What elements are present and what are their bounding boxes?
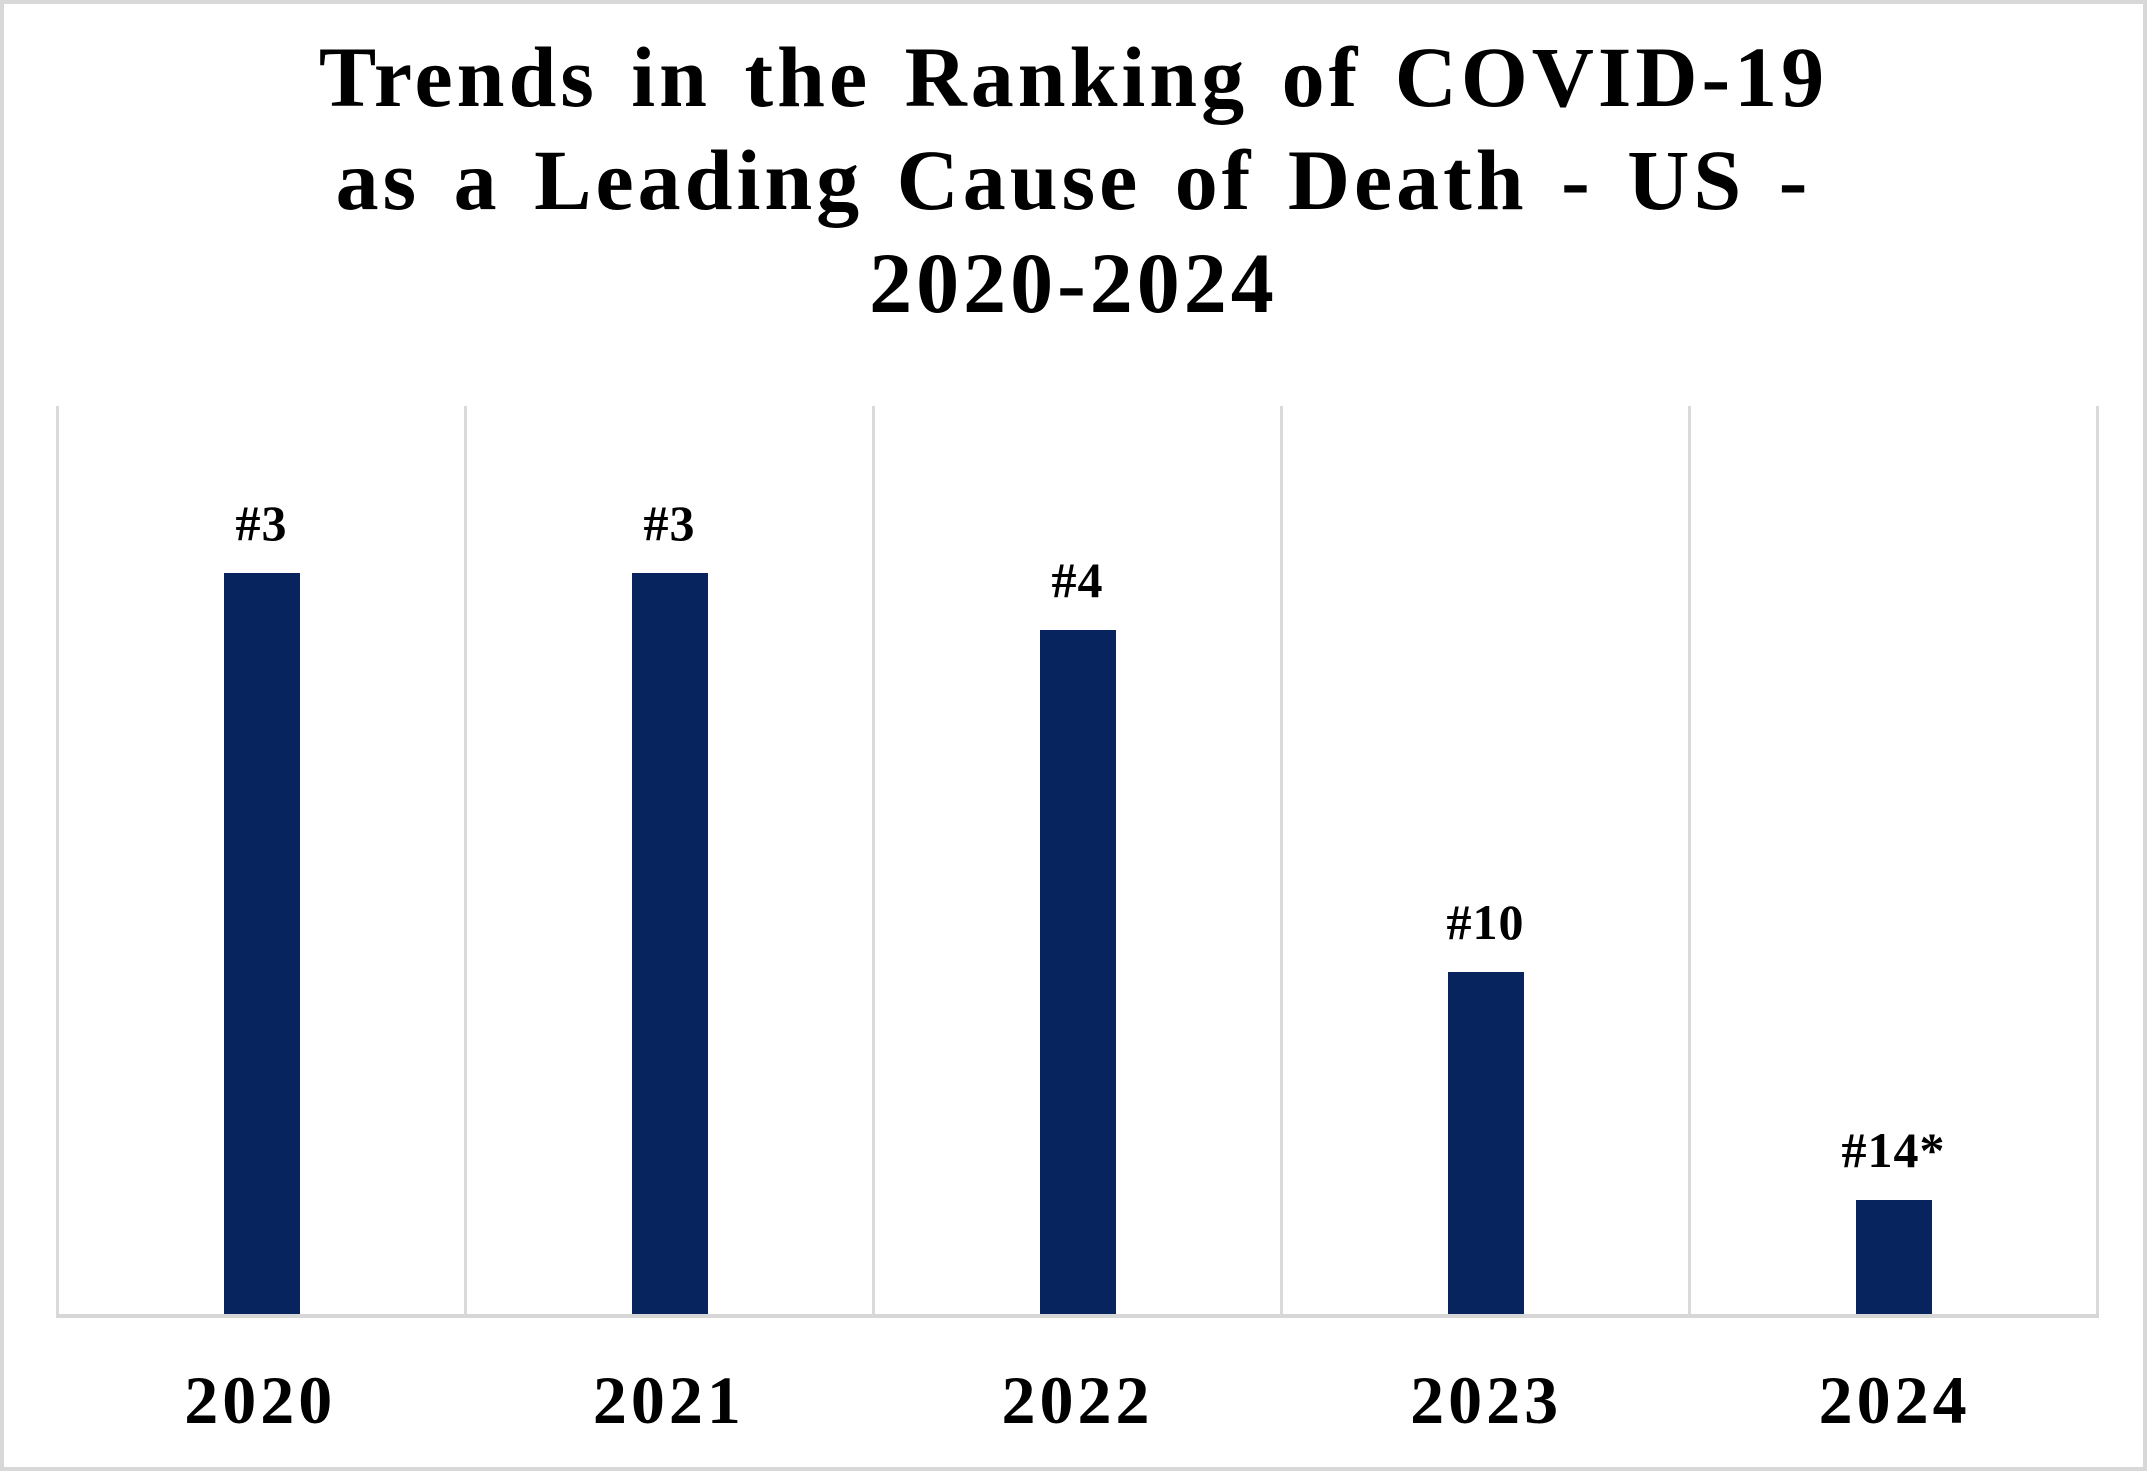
bar-2024 <box>1855 1200 1932 1314</box>
category-column-2024: #14* <box>1688 406 2099 1314</box>
plot-area: #3 #3 #4 #10 #14* <box>56 406 2099 1318</box>
data-label-2023: #10 <box>1446 894 1525 950</box>
category-column-2021: #3 <box>464 406 872 1314</box>
bar-2023 <box>1447 972 1524 1314</box>
category-column-2022: #4 <box>872 406 1280 1314</box>
x-axis: 2020 2021 2022 2023 2024 <box>56 1322 2099 1467</box>
x-axis-label-2024: 2024 <box>1818 1362 1971 1438</box>
data-label-2020: #3 <box>235 495 288 551</box>
data-label-2024: #14* <box>1841 1122 1946 1178</box>
x-axis-label-2023: 2023 <box>1410 1362 1563 1438</box>
category-column-2023: #10 <box>1280 406 1688 1314</box>
chart-title-line-2: as a Leading Cause of Death - US - <box>335 132 1812 228</box>
chart-title: Trends in the Ranking of COVID-19 as a L… <box>4 26 2143 335</box>
bar-2021 <box>631 573 708 1314</box>
data-label-2021: #3 <box>643 495 696 551</box>
x-axis-label-2022: 2022 <box>1001 1362 1154 1438</box>
bar-2020 <box>223 573 300 1314</box>
chart-title-line-3: 2020-2024 <box>869 235 1278 331</box>
x-axis-label-2021: 2021 <box>592 1362 745 1438</box>
data-label-2022: #4 <box>1051 552 1104 608</box>
category-column-2020: #3 <box>56 406 464 1314</box>
chart-title-line-1: Trends in the Ranking of COVID-19 <box>318 29 1829 125</box>
bar-2022 <box>1039 630 1116 1314</box>
x-axis-label-2020: 2020 <box>184 1362 337 1438</box>
